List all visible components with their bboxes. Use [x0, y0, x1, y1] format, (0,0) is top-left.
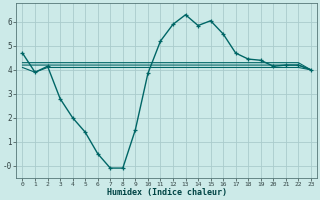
X-axis label: Humidex (Indice chaleur): Humidex (Indice chaleur) [107, 188, 227, 197]
